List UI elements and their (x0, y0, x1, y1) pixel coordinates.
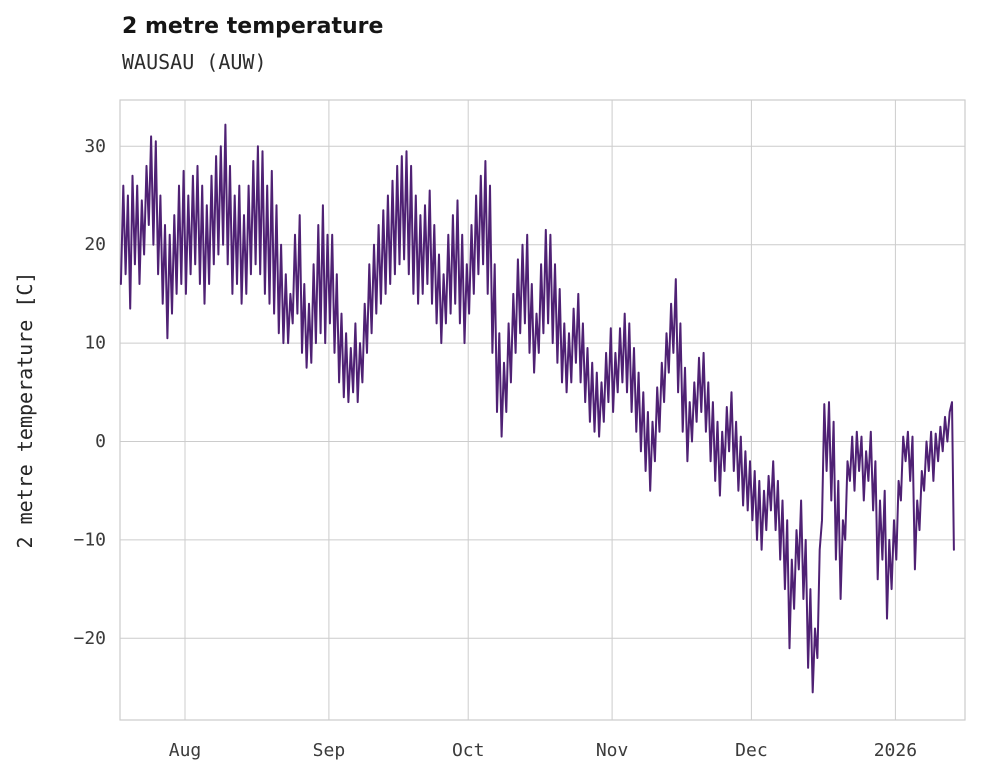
plot-border (119, 99, 966, 721)
x-tick-label: Oct (452, 740, 485, 761)
x-tick-label: Dec (735, 740, 768, 761)
chart-title: 2 metre temperature (122, 14, 384, 39)
chart-subtitle: WAUSAU (AUW) (122, 50, 267, 74)
x-tick-label: Aug (169, 740, 202, 761)
temperature-line (119, 123, 955, 694)
y-tick-label: −10 (73, 529, 106, 550)
y-tick-label: 20 (84, 234, 106, 255)
x-tick-label: Nov (596, 740, 629, 761)
y-tick-label: 0 (95, 431, 106, 452)
y-tick-label: 10 (84, 333, 106, 354)
y-tick-label: 30 (84, 136, 106, 157)
x-tick-label: 2026 (874, 740, 917, 761)
y-tick-label: −20 (73, 628, 106, 649)
x-tick-label: Sep (313, 740, 346, 761)
y-axis-label: 2 metre temperature [C] (13, 272, 37, 549)
